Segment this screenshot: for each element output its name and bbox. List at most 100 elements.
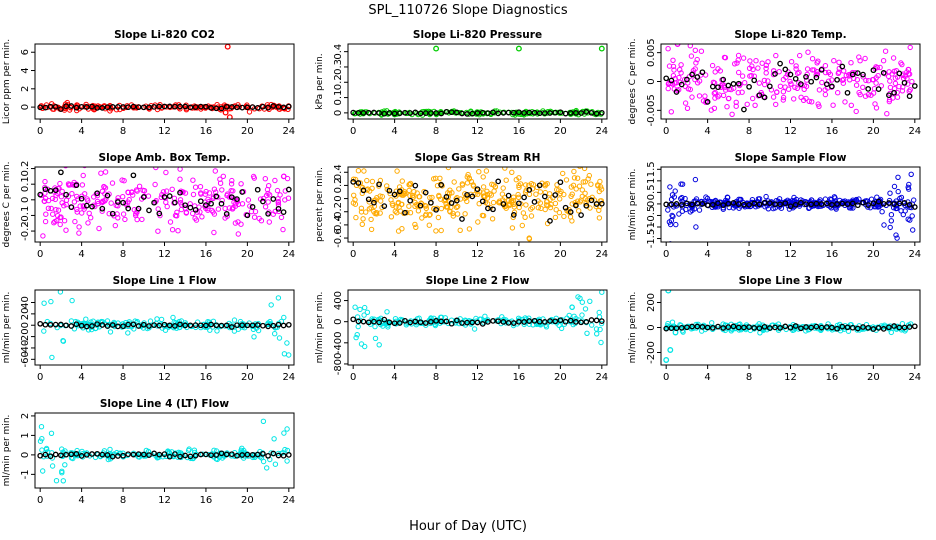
data-point: [892, 80, 899, 87]
data-point: [816, 87, 823, 93]
data-point: [453, 204, 460, 211]
mean-point: [663, 201, 670, 208]
y-tick-label: 1: [20, 432, 31, 438]
data-point: [355, 168, 362, 174]
data-point: [788, 59, 795, 65]
data-point: [572, 199, 578, 206]
y-tick-label: 0: [20, 104, 31, 110]
data-point: [59, 188, 65, 195]
y-tick-label: -60: [20, 351, 31, 367]
y-tick-label: -0.2: [20, 221, 31, 241]
data-point: [48, 298, 54, 305]
data-point: [526, 315, 532, 321]
data-point: [280, 226, 286, 233]
data-point: [588, 181, 594, 187]
data-point: [500, 185, 506, 191]
data-point: [793, 66, 799, 72]
data-point: [395, 228, 402, 234]
data-point: [888, 218, 894, 224]
mean-point: [177, 189, 183, 196]
mean-point: [448, 109, 455, 116]
data-point: [38, 424, 45, 430]
mean-point: [583, 109, 590, 115]
mean-point: [495, 318, 502, 325]
data-point: [739, 89, 745, 95]
data-point: [71, 326, 78, 332]
data-point: [54, 218, 60, 224]
data-point: [235, 231, 242, 237]
data-point: [372, 335, 379, 342]
data-point: [687, 86, 693, 93]
data-point: [873, 75, 879, 81]
data-point: [736, 327, 742, 333]
data-point: [902, 127, 906, 131]
mean-point: [875, 325, 882, 331]
data-point: [822, 69, 829, 76]
data-point: [262, 204, 269, 210]
x-tick-label: 16: [513, 249, 526, 260]
data-point: [197, 184, 204, 190]
data-point: [735, 52, 742, 59]
mean-point: [761, 323, 768, 330]
y-tick-label: 0: [333, 110, 344, 116]
y-tick-label: -20: [20, 328, 31, 344]
mean-point: [875, 86, 882, 92]
data-point: [444, 204, 450, 210]
data-point: [746, 65, 753, 72]
data-points: [350, 45, 605, 118]
mean-point: [234, 104, 240, 111]
mean-point: [228, 194, 235, 201]
data-point: [380, 323, 386, 329]
mean-point: [156, 451, 163, 458]
x-tick-label: 8: [746, 126, 752, 137]
mean-point: [741, 201, 747, 208]
mean-point: [823, 81, 830, 88]
y-tick-label: -40: [20, 340, 31, 356]
data-point: [96, 225, 102, 232]
mean-point: [896, 200, 903, 207]
mean-point: [588, 317, 595, 323]
plot-frame: [660, 166, 921, 243]
mean-point: [166, 322, 173, 329]
mean-point: [823, 324, 830, 330]
mean-point: [526, 187, 533, 193]
data-point: [693, 60, 699, 66]
mean-point: [285, 186, 292, 193]
mean-point: [104, 452, 111, 458]
mean-point: [663, 75, 670, 82]
data-point: [40, 233, 46, 239]
data-point: [756, 80, 762, 86]
data-point: [800, 97, 807, 104]
mean-point: [562, 204, 569, 211]
mean-point: [485, 110, 491, 116]
mean-point: [735, 201, 742, 207]
y-tick-label: 0: [646, 324, 657, 330]
mean-point: [459, 110, 465, 117]
mean-point: [474, 110, 481, 116]
data-point: [573, 107, 579, 114]
data-point: [190, 177, 196, 183]
x-tick-label: 16: [826, 126, 839, 137]
mean-point: [104, 192, 111, 199]
mean-point: [172, 199, 178, 206]
data-point: [582, 179, 588, 185]
mean-point: [234, 322, 240, 329]
data-point: [352, 304, 358, 310]
mean-point: [490, 318, 496, 324]
data-point: [419, 215, 425, 221]
mean-point: [547, 110, 553, 116]
mean-point: [37, 191, 44, 198]
mean-point: [844, 201, 851, 207]
mean-point: [135, 451, 142, 457]
data-point: [715, 94, 721, 100]
mean-point: [275, 321, 282, 328]
data-point: [134, 216, 140, 223]
data-point: [140, 187, 146, 194]
data-point: [577, 199, 583, 205]
mean-point: [161, 103, 168, 110]
outlier-point: [226, 114, 233, 119]
mean-point: [453, 197, 460, 204]
data-point: [136, 454, 143, 460]
data-point: [483, 317, 490, 324]
data-point: [457, 227, 463, 234]
